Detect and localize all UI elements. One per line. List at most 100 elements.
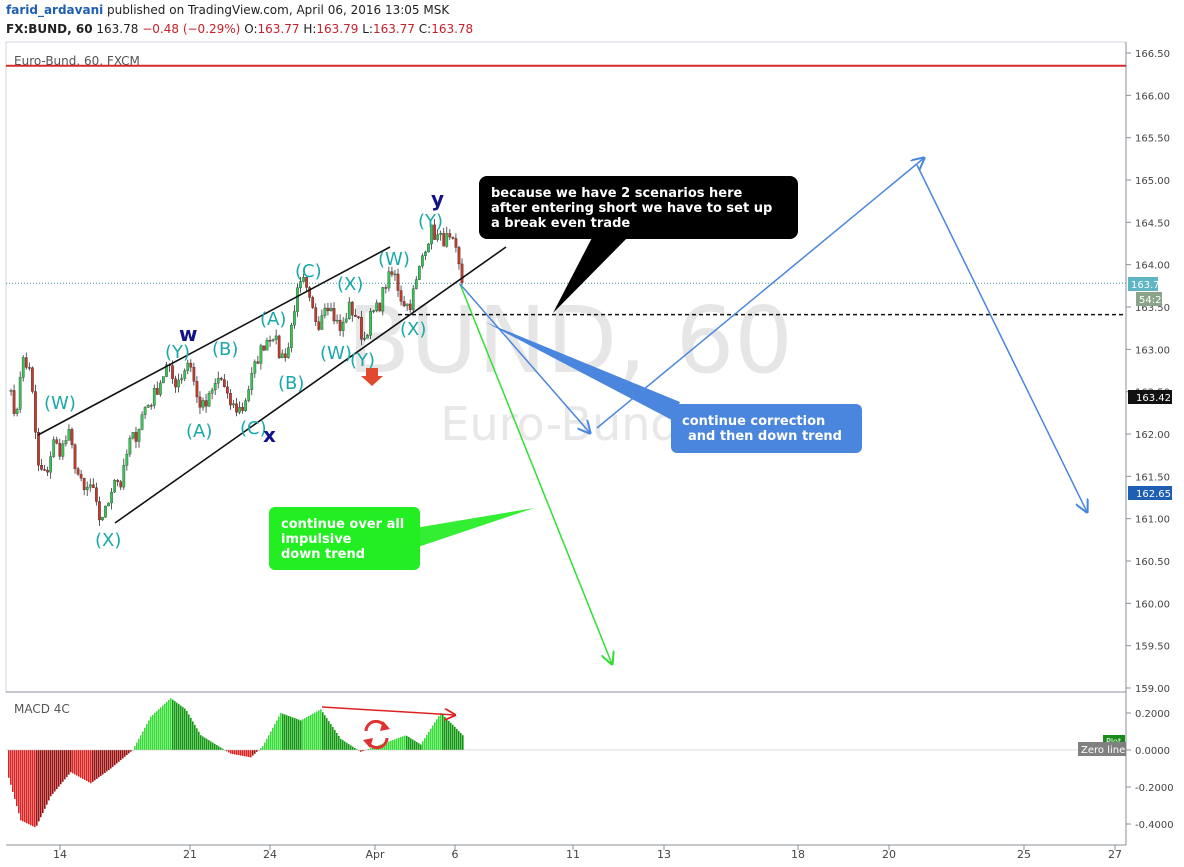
candle-body [146,405,150,408]
candle-body [27,367,31,369]
candle-body [180,378,184,381]
macd-bar [154,713,156,750]
wave-label: (W) [44,393,76,414]
time-tick-label: 18 [791,848,805,861]
candle-body [18,377,22,410]
candle-body [107,502,110,507]
level-badge-2 [1128,486,1172,500]
macd-bar [280,713,282,750]
time-tick-label: 27 [1108,848,1122,861]
macd-bar [412,739,414,750]
macd-bar [176,702,178,750]
countdown-badge [1136,292,1162,306]
candle-body [341,321,345,331]
high-value: 163.79 [316,22,359,36]
candle-body [9,390,13,392]
candle-body [457,247,461,265]
candle-body [122,465,126,488]
macd-bar [190,717,192,750]
blue-callout[interactable] [671,404,862,453]
green-callout[interactable] [269,507,420,570]
macd-bar [104,750,106,773]
candle-body [417,265,421,280]
macd-bar [226,750,228,752]
macd-bar [418,743,420,750]
macd-bar [170,698,172,750]
macd-bar [152,714,154,750]
macd-axis[interactable]: 0.2000 0.0000 -0.2000 -0.4000 [1126,709,1174,831]
candle-body [427,243,430,253]
candle-body [326,307,330,312]
green-scenario-arrow[interactable] [459,283,612,664]
candle-body [70,429,74,445]
price-change: −0.48 (−0.29%) [142,22,241,36]
down-arrow-icon[interactable] [361,368,383,386]
macd-bar [314,712,316,750]
macd-bar [304,718,306,750]
candle-body [43,469,46,471]
price-axis[interactable]: 166.50 166.00 165.50 165.00 164.50 164.00 163.… [1126,49,1170,695]
macd-bar [214,743,216,750]
candle-body [210,389,214,394]
candle-body [64,440,68,445]
macd-bar [142,731,144,750]
blue-down-arrow[interactable] [916,164,1087,512]
candle-body [177,379,180,388]
wave-label: y [431,187,444,211]
channel-upper-line[interactable] [37,246,391,436]
wave-label: (C) [240,418,267,439]
price-tick-label: 163.00 [1135,345,1170,356]
refresh-icon[interactable] [363,719,390,750]
candle-body [31,367,34,392]
candle-body [98,501,101,521]
blue-callout-line-2: and then down trend [688,429,842,444]
macd-bar [396,738,398,750]
macd-bar [400,737,402,750]
divergence-line[interactable] [321,706,455,715]
candle-body [207,393,211,407]
candle-body [384,287,388,289]
channel-lower-line[interactable] [114,246,507,524]
macd-bar [324,715,326,750]
price-tick-label: 166.50 [1135,49,1170,60]
plot-tag-text: Plot [1106,737,1121,746]
candle-body [140,414,144,430]
macd-bar [120,750,122,761]
time-tick-label: 24 [263,848,277,861]
candle-body [314,307,318,322]
candle-body [219,377,223,380]
candle-body [442,233,446,247]
macd-bar [38,750,40,822]
candle-body [158,382,162,395]
time-axis[interactable]: 14 21 24 Apr 6 11 13 18 20 25 27 [53,845,1122,861]
blue-up-arrow[interactable] [596,158,924,429]
candle-body [332,308,336,322]
macd-bar [92,750,94,782]
candle-body [296,287,299,312]
time-tick-label: 13 [657,848,671,861]
symbol-legend: FX:BUND, 60 163.78 −0.48 (−0.29%) O:163.… [6,22,473,36]
countdown-badge-text: 54:21 [1139,295,1168,306]
macd-bar [458,730,460,750]
zero-line-tag-text: Zero line [1081,745,1125,756]
macd-bar [368,748,370,750]
blue-correction-arrow[interactable] [459,283,590,433]
candle-body [183,370,187,379]
macd-bar [460,733,462,750]
symbol-name[interactable]: FX:BUND, 60 [6,22,93,36]
candle-body [280,353,284,359]
macd-bar [414,740,416,750]
price-tick-label: 163.50 [1135,303,1170,314]
macd-bar [184,708,186,750]
candle-body [40,465,43,470]
level-badge-1 [1128,390,1172,404]
author-link[interactable]: farid_ardavani [6,3,104,17]
candle-body [320,315,324,330]
black-callout[interactable] [479,176,798,239]
macd-bar [66,750,68,778]
candle-body [305,277,308,288]
candle-body [357,316,360,318]
macd-bar [40,750,42,818]
candle-body [421,255,424,267]
